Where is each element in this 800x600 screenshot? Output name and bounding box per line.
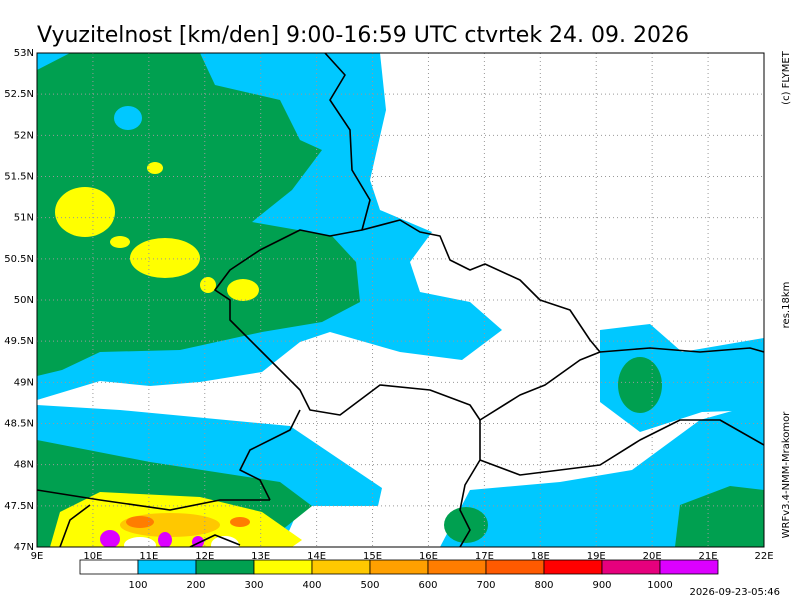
lon-label: 10E (83, 551, 102, 562)
colorbar-label: 300 (244, 580, 263, 591)
lon-label: 22E (754, 551, 773, 562)
colorbar-swatch (543, 559, 603, 575)
colorbar-swatch (137, 559, 197, 575)
colorbar-swatch (311, 559, 371, 575)
colorbar-swatch (253, 559, 313, 575)
colorbar-swatch (659, 559, 719, 575)
colorbar-label: 700 (476, 580, 495, 591)
lon-label: 12E (195, 551, 214, 562)
lat-label: 48.5N (4, 419, 34, 430)
colorbar-swatch (427, 559, 487, 575)
colorbar-label: 400 (302, 580, 321, 591)
borders (37, 53, 764, 547)
colorbar-label: 800 (534, 580, 553, 591)
lon-label: 21E (699, 551, 718, 562)
colorbar-label: 500 (360, 580, 379, 591)
lon-label: 19E (587, 551, 606, 562)
lat-label: 51.5N (4, 172, 34, 183)
model: WRFv3.4-NMM-Mrakomor (781, 411, 792, 539)
lat-label: 51N (14, 213, 34, 224)
lon-label: 11E (139, 551, 158, 562)
lat-label: 49N (14, 377, 34, 388)
lat-label: 52N (14, 130, 34, 141)
colorbar-label: 100 (128, 580, 147, 591)
colorbar-label: 900 (592, 580, 611, 591)
map-field (37, 53, 764, 547)
lat-label: 47N (14, 542, 34, 553)
colorbar-label: 1000 (647, 580, 672, 591)
copyright: (c) FLYMET (781, 50, 792, 105)
lat-label: 52.5N (4, 89, 34, 100)
lat-label: 50N (14, 295, 34, 306)
lon-label: 14E (307, 551, 326, 562)
lon-label: 9E (31, 551, 44, 562)
axis-labels: 9E 10E 11E 12E 13E 14E 15E 16E 17E 18E 19E 20E 21E 22… (4, 48, 773, 562)
lat-label: 47.5N (4, 501, 34, 512)
colorbar-swatch (195, 559, 255, 575)
lon-label: 18E (531, 551, 550, 562)
colorbar-label: 200 (186, 580, 205, 591)
timestamp: 2026-09-23-05:46 (689, 587, 780, 598)
title: Vyuzitelnost [km/den] 9:00-16:59 UTC ctv… (37, 23, 689, 48)
resolution: res.18km (781, 282, 792, 329)
lat-label: 53N (14, 48, 34, 59)
colorbar-label: 600 (418, 580, 437, 591)
colorbar-swatch (369, 559, 429, 575)
lon-label: 20E (643, 551, 662, 562)
colorbar-swatch (485, 559, 545, 575)
colorbar: 100 200 300 400 500 600 700 800 900 1000 (79, 559, 719, 591)
colorbar-swatch (601, 559, 661, 575)
colorbar-swatch (79, 559, 139, 575)
lon-label: 13E (251, 551, 270, 562)
lon-label: 17E (475, 551, 494, 562)
lon-label: 15E (363, 551, 382, 562)
map-frame (36, 52, 765, 548)
lat-label: 48N (14, 460, 34, 471)
lat-label: 49.5N (4, 336, 34, 347)
lat-label: 50.5N (4, 254, 34, 265)
lon-label: 16E (419, 551, 438, 562)
